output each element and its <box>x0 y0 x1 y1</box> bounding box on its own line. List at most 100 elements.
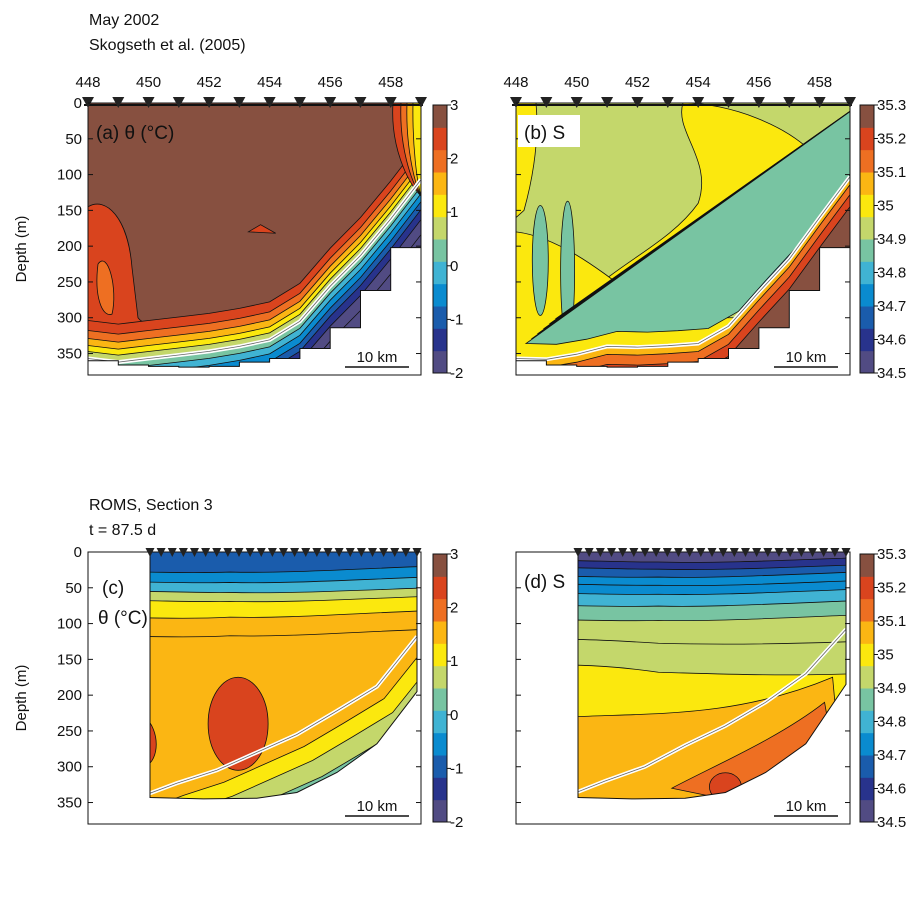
panel-label: (b) S <box>524 123 565 144</box>
panel-label-quantity: θ (°C) <box>98 608 148 629</box>
x-tick-label: 448 <box>75 74 100 91</box>
station-marker <box>334 548 344 557</box>
y-tick-label: 50 <box>65 131 82 148</box>
station-marker <box>172 97 185 108</box>
colorbar-frame <box>432 104 448 374</box>
station-marker <box>379 548 389 557</box>
station-marker <box>830 548 840 557</box>
panel-label: (a) θ (°C) <box>96 123 174 144</box>
colorbar-bin <box>433 643 447 667</box>
colorbar-bin <box>860 755 874 778</box>
station-marker <box>662 548 672 557</box>
isoline-core <box>578 629 846 793</box>
y-tick-label: 150 <box>57 651 82 668</box>
colorbar-bin <box>433 777 447 801</box>
y-tick-label: 100 <box>57 616 82 633</box>
colorbar-bin <box>433 172 447 195</box>
station-marker <box>785 548 795 557</box>
station-marker <box>301 548 311 557</box>
station-marker <box>178 548 188 557</box>
colorbar-frame <box>432 553 448 823</box>
colorbar-bin <box>433 688 447 711</box>
colorbar-tick-label: 34.6 <box>877 781 906 798</box>
contour-band <box>88 171 421 368</box>
contour-band <box>88 185 421 368</box>
x-tick-label: 448 <box>503 74 528 91</box>
colorbar-bin <box>860 306 874 329</box>
station-marker <box>707 548 717 557</box>
station-marker <box>618 548 628 557</box>
colorbar-bin <box>433 194 447 218</box>
colorbar-bin <box>860 710 874 734</box>
model-time-title: t = 87.5 d <box>89 522 157 539</box>
contour-band <box>88 200 421 368</box>
colorbar-bin <box>860 194 874 218</box>
y-tick-label: 300 <box>57 759 82 776</box>
colorbar-bin <box>860 239 874 262</box>
station-marker <box>819 548 829 557</box>
colorbar-a: 3 2 1 0 -1 -2 <box>432 97 463 382</box>
isoline-core <box>150 636 417 794</box>
x-tick-label: 450 <box>136 74 161 91</box>
colorbar-bin <box>860 350 874 374</box>
colorbar-bin <box>860 105 874 128</box>
station-marker <box>263 97 276 108</box>
colorbar-bin <box>433 149 447 173</box>
station-marker <box>345 548 355 557</box>
station-marker <box>156 548 166 557</box>
panel-c: 0 50 100 150 200 250 300 350 Depth (m) (c) θ (°C) 1… <box>13 544 422 825</box>
colorbar-bin <box>433 755 447 778</box>
colorbar-tick-label: 35.1 <box>877 164 906 181</box>
contour-band-deep <box>516 183 850 368</box>
station-marker <box>607 548 616 557</box>
station-marker <box>601 97 614 108</box>
station-marker <box>190 548 199 557</box>
colorbar-tick-label: 34.7 <box>877 298 906 315</box>
colorbar-tick-label: 35 <box>877 198 894 215</box>
station-marker <box>256 548 266 557</box>
colorbar-bin <box>433 732 447 756</box>
station-marker <box>112 97 125 108</box>
contour-fill-group <box>150 552 417 799</box>
colorbar-d: 35.3 35.2 35.1 35 34.9 34.8 34.7 34.6 34.5 <box>859 546 906 831</box>
colorbar-bin <box>860 799 874 823</box>
station-marker <box>384 97 397 108</box>
station-marker <box>674 548 683 557</box>
colorbar-tick-label: 35.3 <box>877 546 906 563</box>
x-tick-label: 452 <box>197 74 222 91</box>
colorbar-tick-label: 35 <box>877 647 894 664</box>
obs-period-title: May 2002 <box>89 12 160 29</box>
station-marker <box>354 97 367 108</box>
x-tick-label: 456 <box>318 74 343 91</box>
station-marker <box>741 548 750 557</box>
colorbar-bin <box>433 576 447 600</box>
station-marker <box>223 548 233 557</box>
x-tick-label: 454 <box>686 74 711 91</box>
station-marker <box>390 548 400 557</box>
colorbar-bin <box>860 283 874 307</box>
station-marker <box>813 97 826 108</box>
scalebar-label: 10 km <box>786 349 827 366</box>
model-name-title: ROMS, Section 3 <box>89 497 213 514</box>
plot-frame <box>515 551 851 825</box>
station-marker <box>796 548 806 557</box>
station-marker <box>290 548 300 557</box>
station-marker <box>774 548 784 557</box>
colorbar-bin <box>433 239 447 262</box>
y-tick-label: 200 <box>57 687 82 704</box>
station-marker <box>540 97 553 108</box>
y-tick-label: 0 <box>74 95 82 112</box>
station-marker <box>752 97 765 108</box>
y-tick-label: 150 <box>57 202 82 219</box>
contour-fill-warm-core <box>96 260 115 315</box>
y-tick-label: 350 <box>57 346 82 363</box>
colorbar-tick-label: 34.5 <box>877 365 906 382</box>
colorbar-tick-label: 34.6 <box>877 332 906 349</box>
colorbar-bin <box>860 172 874 195</box>
station-marker <box>640 548 650 557</box>
station-marker <box>661 97 674 108</box>
contour-band <box>150 661 417 799</box>
colorbar-bin <box>433 799 447 823</box>
y-tick-label: 350 <box>57 795 82 812</box>
